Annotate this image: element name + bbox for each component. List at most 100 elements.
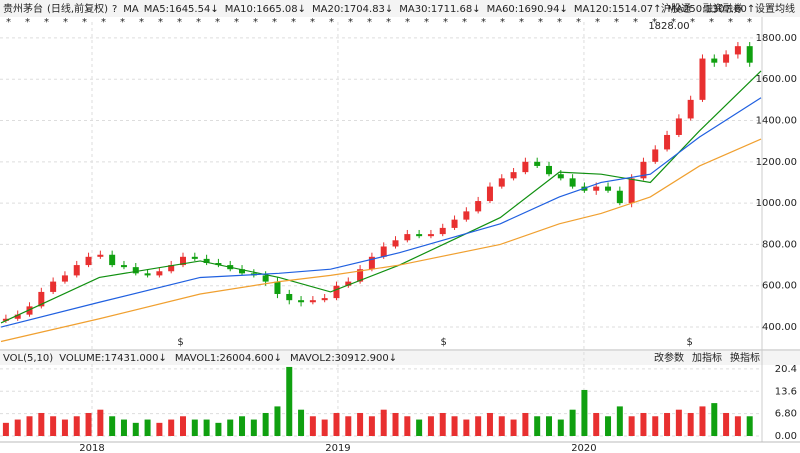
candle-body	[286, 293, 293, 301]
volume-bar	[179, 416, 186, 436]
candle-body	[368, 256, 375, 270]
event-marker: *	[196, 17, 201, 28]
volume-bar	[203, 419, 210, 436]
event-marker: *	[367, 17, 372, 28]
y-tick-label: 1600.00	[756, 74, 797, 85]
candle-body	[179, 256, 186, 266]
volume-bar	[168, 419, 175, 436]
volume-bar	[333, 412, 340, 436]
candle-body	[168, 265, 175, 272]
header-text: VOL(5,10)	[3, 353, 53, 364]
volume-bar	[215, 422, 222, 436]
candle-body	[2, 318, 9, 321]
ma-line	[0, 70, 762, 324]
candle-body	[14, 314, 21, 319]
link[interactable]: 沪股通	[661, 2, 691, 15]
volume-bar	[628, 416, 635, 436]
candle-body	[144, 273, 151, 276]
event-marker: *	[462, 17, 467, 28]
event-marker: *	[291, 17, 296, 28]
link[interactable]: 加指标	[692, 351, 722, 364]
header-text: (日线,前复权)	[47, 2, 108, 15]
candle-body	[38, 291, 45, 307]
candle-body	[120, 265, 127, 268]
header-text: MA	[123, 4, 139, 15]
y-tick-label: 1200.00	[756, 157, 797, 168]
volume-bar	[38, 412, 45, 436]
candle-body	[439, 227, 446, 235]
volume-bar	[439, 412, 446, 436]
volume-bar	[227, 419, 234, 436]
candle-body	[545, 165, 552, 175]
candle-body	[26, 306, 33, 315]
candle-body	[85, 256, 92, 266]
event-marker: *	[690, 17, 695, 28]
x-tick-label: 2020	[571, 443, 596, 453]
volume-bar	[581, 389, 588, 436]
volume-bar	[486, 412, 493, 436]
header-text: ?	[112, 4, 117, 15]
volume-bar	[534, 416, 541, 436]
volume-bar	[321, 419, 328, 436]
candle-body	[404, 234, 411, 241]
candle-body	[510, 172, 517, 179]
event-marker: *	[728, 17, 733, 28]
volume-bar	[156, 422, 163, 436]
volume-bar	[746, 416, 753, 436]
candle-body	[215, 263, 222, 266]
header-text: MAVOL1:26004.600↓	[175, 353, 282, 364]
volume-bar	[109, 416, 116, 436]
volume-bar	[723, 412, 730, 436]
volume-bar	[392, 412, 399, 436]
candle-body	[333, 285, 340, 299]
volume-bar	[309, 416, 316, 436]
volume-bar	[144, 419, 151, 436]
volume-bar	[61, 419, 68, 436]
stock-name: 贵州茅台	[3, 2, 43, 15]
event-marker: *	[538, 17, 543, 28]
volume-bar	[664, 412, 671, 436]
header-text: MA30:1711.68↓	[399, 4, 480, 15]
volume-bar	[286, 366, 293, 436]
link[interactable]: 改参数	[654, 351, 684, 364]
y-tick-label: 13.6	[775, 386, 797, 397]
event-marker: *	[177, 17, 182, 28]
volume-bar	[569, 409, 576, 436]
dividend-marker: $	[177, 337, 183, 348]
event-marker: *	[63, 17, 68, 28]
annotation: 1828.00	[648, 21, 689, 32]
volume-bar	[50, 416, 57, 436]
candle-body	[380, 246, 387, 257]
volume-bar	[475, 416, 482, 436]
volume-bar	[380, 409, 387, 436]
candle-body	[746, 46, 753, 63]
volume-bar	[734, 416, 741, 436]
dividend-marker: $	[441, 337, 447, 348]
event-marker: *	[481, 17, 486, 28]
volume-header-bar	[0, 351, 800, 365]
header-text: MA120:1514.07↑	[574, 4, 662, 15]
candle-body	[593, 186, 600, 191]
link[interactable]: 换指标	[730, 351, 760, 364]
event-marker: *	[120, 17, 125, 28]
header-text: MA10:1665.08↓	[225, 4, 306, 15]
candle-body	[427, 234, 434, 237]
candle-body	[274, 281, 281, 294]
candle-body	[687, 99, 694, 119]
header-text: VOLUME:17431.000↓	[59, 353, 167, 364]
volume-bar	[120, 419, 127, 436]
link[interactable]: 融资融券	[703, 2, 743, 15]
candle-body	[345, 281, 352, 286]
link[interactable]: 设置均线	[755, 2, 795, 15]
candle-body	[734, 46, 741, 55]
event-marker: *	[709, 17, 714, 28]
x-tick-label: 2019	[325, 443, 350, 453]
volume-bar	[498, 416, 505, 436]
volume-bar	[2, 422, 9, 436]
volume-bar	[416, 419, 423, 436]
event-marker: *	[557, 17, 562, 28]
volume-bar	[711, 403, 718, 436]
header-text: MAVOL2:30912.900↓	[290, 353, 397, 364]
